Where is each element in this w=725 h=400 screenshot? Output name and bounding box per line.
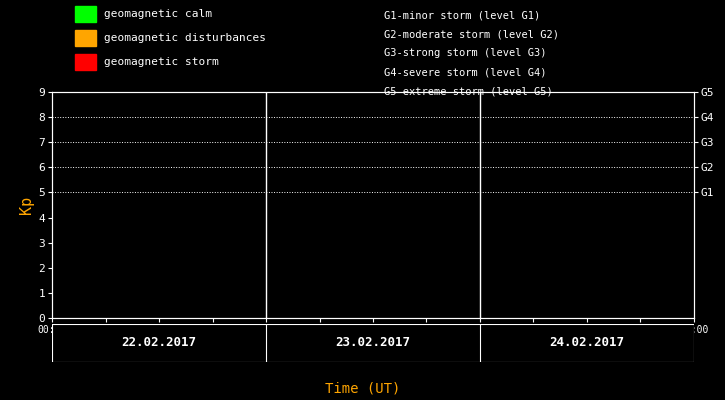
Text: geomagnetic storm: geomagnetic storm — [104, 57, 218, 67]
Text: G4-severe storm (level G4): G4-severe storm (level G4) — [384, 68, 547, 78]
Text: G1-minor storm (level G1): G1-minor storm (level G1) — [384, 10, 541, 20]
Y-axis label: Kp: Kp — [20, 196, 34, 214]
Text: 22.02.2017: 22.02.2017 — [122, 336, 196, 350]
Text: G2-moderate storm (level G2): G2-moderate storm (level G2) — [384, 29, 559, 39]
Text: geomagnetic disturbances: geomagnetic disturbances — [104, 33, 265, 43]
Text: 23.02.2017: 23.02.2017 — [336, 336, 410, 350]
Text: Time (UT): Time (UT) — [325, 381, 400, 395]
Text: 24.02.2017: 24.02.2017 — [550, 336, 624, 350]
Text: G5-extreme storm (level G5): G5-extreme storm (level G5) — [384, 87, 553, 97]
Text: geomagnetic calm: geomagnetic calm — [104, 9, 212, 19]
Text: G3-strong storm (level G3): G3-strong storm (level G3) — [384, 48, 547, 58]
